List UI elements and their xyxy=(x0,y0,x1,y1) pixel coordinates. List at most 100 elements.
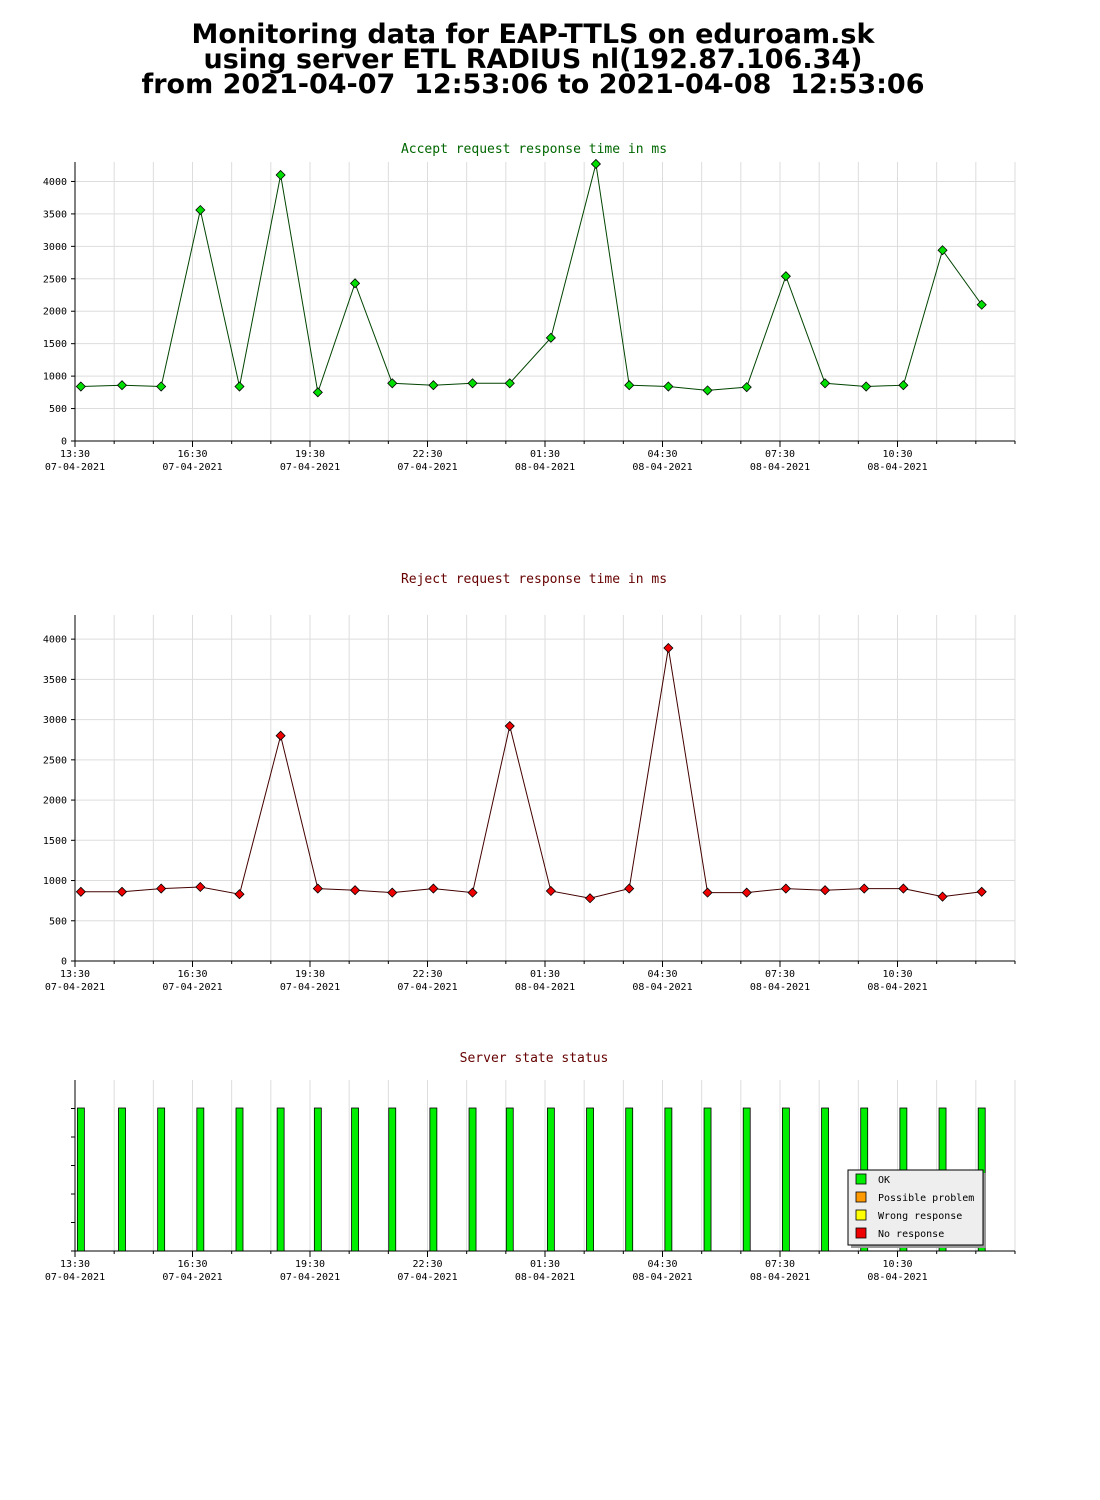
data-point xyxy=(780,271,791,282)
y-tick-label: 500 xyxy=(49,404,67,415)
x-tick-label-time: 13:30 xyxy=(60,449,90,460)
legend-swatch xyxy=(855,1209,867,1221)
x-tick-label-time: 19:30 xyxy=(295,969,325,980)
data-point xyxy=(976,299,987,310)
x-tick-label-time: 10:30 xyxy=(882,969,912,980)
x-tick-label-date: 08-04-2021 xyxy=(867,462,927,473)
y-tick-label: 2500 xyxy=(43,755,67,766)
data-point xyxy=(75,886,86,897)
data-point xyxy=(702,887,713,898)
series-line xyxy=(80,647,982,899)
x-tick-label-time: 16:30 xyxy=(177,1259,207,1270)
x-tick-label-time: 22:30 xyxy=(412,1259,442,1270)
data-point xyxy=(663,381,674,392)
status-bar xyxy=(781,1107,790,1252)
data-point xyxy=(504,720,515,732)
legend-label: OK xyxy=(878,1175,890,1186)
legend-swatch xyxy=(855,1191,867,1203)
x-tick-label-time: 16:30 xyxy=(177,449,207,460)
x-tick-label-time: 01:30 xyxy=(530,969,560,980)
status-bar xyxy=(351,1107,359,1252)
data-point xyxy=(428,380,439,391)
data-point xyxy=(819,885,831,896)
x-tick-label-time: 22:30 xyxy=(412,969,442,980)
data-point xyxy=(624,883,635,894)
title-line-1: Monitoring data for EAP-TTLS on eduroam.… xyxy=(191,19,875,50)
y-tick-label: 4000 xyxy=(43,177,67,188)
y-tick-label: 3500 xyxy=(43,675,67,686)
status-bar xyxy=(625,1107,634,1252)
x-tick-label-time: 04:30 xyxy=(647,969,677,980)
x-tick-label-date: 07-04-2021 xyxy=(397,462,457,473)
data-point xyxy=(624,380,635,391)
y-tick-label: 3000 xyxy=(43,715,67,726)
data-point xyxy=(349,278,361,289)
status-bar xyxy=(276,1107,285,1252)
data-point xyxy=(234,381,245,392)
x-tick-label-time: 01:30 xyxy=(530,449,560,460)
y-tick-label: 4000 xyxy=(43,635,67,646)
x-tick-label-time: 04:30 xyxy=(647,449,677,460)
x-tick-label-time: 10:30 xyxy=(882,1259,912,1270)
x-tick-label-date: 07-04-2021 xyxy=(280,1272,340,1283)
chart-title: Accept request response time in ms xyxy=(401,142,667,157)
data-point xyxy=(545,332,556,343)
x-tick-label-date: 07-04-2021 xyxy=(397,1272,457,1283)
data-point xyxy=(387,378,398,389)
data-point xyxy=(584,893,596,904)
data-point xyxy=(937,245,948,256)
status-bar xyxy=(235,1107,244,1252)
page-title: Monitoring data for EAP-TTLS on eduroam.… xyxy=(0,19,1066,100)
status-bar xyxy=(196,1107,205,1252)
status-bar xyxy=(388,1107,397,1252)
data-point xyxy=(819,378,831,389)
data-point xyxy=(702,385,713,396)
status-bar xyxy=(118,1107,126,1252)
x-tick-label-time: 07:30 xyxy=(765,969,795,980)
y-tick-label: 1000 xyxy=(43,876,67,887)
data-point xyxy=(937,891,948,902)
x-tick-label-date: 07-04-2021 xyxy=(162,462,222,473)
legend-swatch xyxy=(855,1173,867,1185)
data-point xyxy=(741,887,752,898)
x-tick-label-date: 08-04-2021 xyxy=(632,1272,692,1283)
status-bar xyxy=(313,1107,322,1252)
x-tick-label-time: 13:30 xyxy=(60,969,90,980)
x-tick-label-time: 16:30 xyxy=(177,969,207,980)
y-tick-label: 1500 xyxy=(43,836,67,847)
data-point xyxy=(861,381,872,392)
status-bar xyxy=(505,1107,514,1252)
chart-title: Server state status xyxy=(460,1051,609,1066)
x-tick-label-date: 08-04-2021 xyxy=(632,462,692,473)
data-point xyxy=(75,381,86,392)
legend-swatch xyxy=(855,1227,867,1239)
status-bar xyxy=(429,1107,438,1252)
x-tick-label-date: 08-04-2021 xyxy=(750,982,810,993)
x-tick-label-time: 07:30 xyxy=(765,1259,795,1270)
title-line-3: from 2021-04-07 12:53:06 to 2021-04-08 1… xyxy=(141,69,925,100)
data-point xyxy=(428,883,439,894)
x-tick-label-date: 07-04-2021 xyxy=(45,982,105,993)
y-tick-label: 1000 xyxy=(43,372,67,383)
x-tick-label-date: 07-04-2021 xyxy=(397,982,457,993)
x-tick-label-time: 04:30 xyxy=(647,1259,677,1270)
status-bar xyxy=(703,1107,712,1252)
y-tick-label: 3000 xyxy=(43,242,67,253)
data-point xyxy=(116,380,128,391)
status-bar xyxy=(586,1107,594,1252)
x-tick-label-date: 08-04-2021 xyxy=(515,462,575,473)
data-point xyxy=(156,883,167,894)
data-point xyxy=(195,204,206,216)
x-tick-label-time: 10:30 xyxy=(882,449,912,460)
data-point xyxy=(663,642,674,654)
series-line xyxy=(80,163,983,393)
x-tick-label-date: 08-04-2021 xyxy=(632,982,692,993)
title-line-2: using server ETL RADIUS nl(192.87.106.34… xyxy=(203,44,863,75)
data-point xyxy=(312,387,323,398)
x-tick-label-date: 08-04-2021 xyxy=(750,1272,810,1283)
data-point xyxy=(234,889,245,900)
y-tick-label: 3500 xyxy=(43,209,67,220)
x-tick-label-date: 08-04-2021 xyxy=(515,1272,575,1283)
x-tick-label-time: 01:30 xyxy=(530,1259,560,1270)
